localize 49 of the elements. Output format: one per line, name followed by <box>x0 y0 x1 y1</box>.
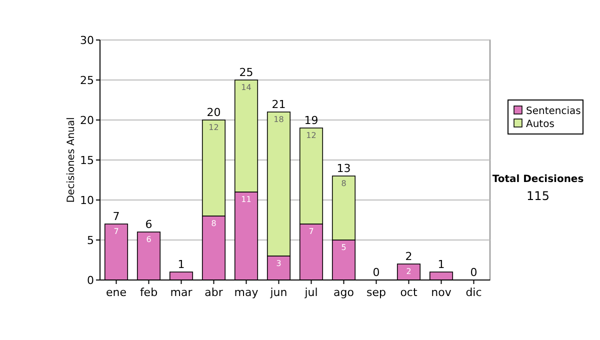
total-label: 13 <box>336 162 351 175</box>
x-tick-label: jul <box>304 286 318 299</box>
total-label: 7 <box>112 210 120 223</box>
total-label: 0 <box>470 266 478 279</box>
x-tick-label: ago <box>334 286 354 299</box>
y-tick-label: 15 <box>80 154 94 167</box>
legend-label: Sentencias <box>526 106 581 117</box>
x-tick-label: feb <box>140 286 158 299</box>
x-tick-label: may <box>234 286 259 299</box>
data-label: 11 <box>241 195 252 204</box>
data-label: 5 <box>341 243 346 252</box>
data-label: 14 <box>241 83 252 92</box>
data-label: 12 <box>306 131 316 140</box>
y-tick-label: 30 <box>80 34 94 47</box>
x-tick-label: abr <box>204 286 224 299</box>
y-tick-label: 25 <box>80 74 94 87</box>
y-tick-label: 0 <box>87 274 94 287</box>
total-label: 1 <box>438 258 445 271</box>
y-tick-label: 5 <box>87 234 94 247</box>
data-label: 7 <box>308 227 314 236</box>
data-label: 12 <box>208 123 219 132</box>
total-label: 20 <box>206 106 221 119</box>
text: 115 <box>526 189 550 203</box>
data-label: 3 <box>276 259 282 268</box>
total-label: 0 <box>372 266 380 279</box>
y-axis-title: Decisiones Anual <box>66 117 77 203</box>
total-label: 25 <box>239 66 254 79</box>
data-label: 7 <box>114 227 119 236</box>
data-label: 6 <box>146 235 152 244</box>
legend-label: Autos <box>526 119 554 130</box>
total-label: 1 <box>178 258 185 271</box>
x-tick-label: ene <box>106 286 127 299</box>
x-tick-label: nov <box>431 286 452 299</box>
x-tick-label: jun <box>269 286 288 299</box>
y-tick-label: 20 <box>80 114 94 127</box>
total-label: 2 <box>405 250 412 263</box>
data-label: 18 <box>274 115 284 124</box>
total-label: 19 <box>304 114 318 127</box>
data-label: 8 <box>211 219 216 228</box>
data-label: 8 <box>341 179 346 188</box>
text: Total Decisiones <box>492 174 584 185</box>
total-label: 6 <box>145 218 152 231</box>
data-label: 2 <box>406 267 412 276</box>
x-tick-label: mar <box>170 286 193 299</box>
x-tick-label: oct <box>400 286 418 299</box>
x-tick-label: dic <box>466 286 482 299</box>
x-tick-label: sep <box>366 286 386 299</box>
total-label: 21 <box>272 98 286 111</box>
y-tick-label: 10 <box>80 194 94 207</box>
